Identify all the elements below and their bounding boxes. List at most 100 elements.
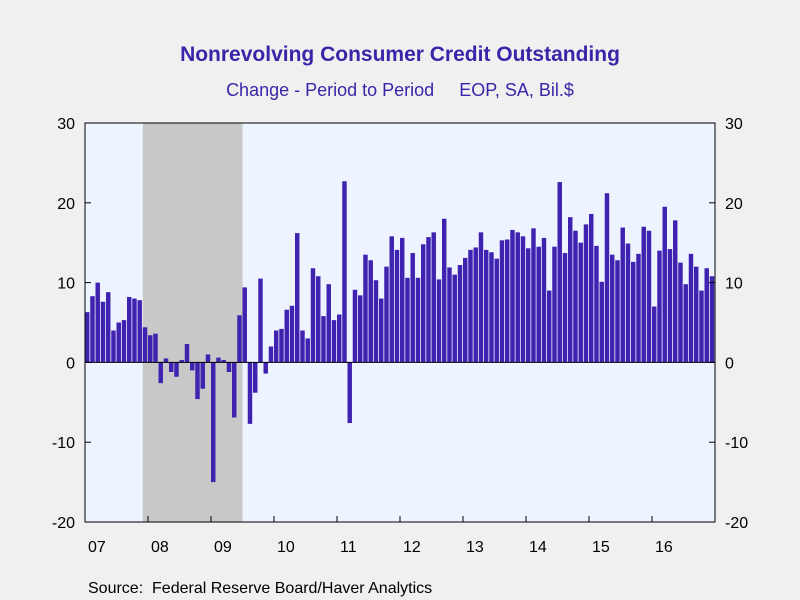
bar bbox=[205, 354, 211, 363]
bar bbox=[400, 237, 405, 363]
bar bbox=[662, 206, 667, 363]
bar bbox=[295, 233, 300, 363]
bar bbox=[184, 344, 190, 363]
bar bbox=[604, 193, 610, 363]
bar bbox=[95, 282, 100, 363]
plot-area: -20 -20 -10 -10 0 0 10 10 20 20 30 30 07 08 09 10 11 12 13… bbox=[52, 116, 748, 556]
bar bbox=[200, 362, 205, 389]
x-tick-label: 12 bbox=[403, 539, 421, 556]
y-tick-label-right: 20 bbox=[725, 196, 743, 213]
y-tick-label-right: -20 bbox=[725, 515, 748, 532]
bar bbox=[683, 284, 688, 363]
x-tick-label: 07 bbox=[88, 539, 106, 556]
bar bbox=[463, 257, 468, 363]
bar bbox=[263, 362, 268, 374]
bar bbox=[179, 360, 184, 363]
y-tick-label-left: -20 bbox=[52, 515, 75, 532]
bar bbox=[163, 358, 169, 363]
bar bbox=[620, 227, 625, 363]
bar bbox=[116, 322, 121, 363]
x-tick-label: 08 bbox=[151, 539, 169, 556]
bar bbox=[148, 335, 153, 363]
bar bbox=[331, 320, 337, 363]
bar bbox=[310, 268, 316, 363]
x-tick-label: 10 bbox=[277, 539, 295, 556]
bar bbox=[526, 248, 531, 363]
bar bbox=[190, 362, 195, 371]
bar bbox=[583, 224, 589, 363]
bar bbox=[268, 346, 274, 363]
bar bbox=[694, 266, 699, 363]
x-tick-label: 13 bbox=[466, 539, 484, 556]
bar bbox=[410, 253, 415, 363]
bar bbox=[421, 244, 426, 363]
bar bbox=[305, 338, 310, 363]
bar bbox=[673, 220, 678, 363]
bar bbox=[468, 249, 473, 363]
x-tick-label: 15 bbox=[592, 539, 610, 556]
bar bbox=[169, 362, 174, 372]
bar bbox=[232, 362, 237, 418]
bar bbox=[520, 236, 526, 363]
bar bbox=[405, 277, 410, 363]
bar bbox=[368, 260, 373, 363]
bar bbox=[631, 261, 636, 363]
bar bbox=[337, 314, 342, 363]
bar bbox=[226, 362, 232, 372]
y-tick-label-left: 0 bbox=[66, 355, 75, 372]
recession-shading bbox=[142, 123, 243, 522]
bar bbox=[610, 254, 615, 363]
bar bbox=[484, 249, 489, 363]
bar bbox=[552, 246, 557, 363]
bar bbox=[452, 274, 457, 363]
bar bbox=[158, 362, 163, 384]
bar bbox=[342, 181, 347, 363]
bar bbox=[373, 280, 379, 363]
bar bbox=[531, 228, 536, 363]
bar bbox=[557, 182, 562, 363]
bar bbox=[326, 284, 331, 363]
x-tick-label: 16 bbox=[655, 539, 673, 556]
bar bbox=[237, 315, 242, 363]
bar bbox=[573, 230, 578, 363]
bar bbox=[289, 305, 295, 363]
bar bbox=[541, 237, 547, 363]
bar bbox=[127, 296, 132, 363]
y-tick-label-left: -10 bbox=[52, 435, 75, 452]
bar bbox=[589, 213, 594, 363]
bar bbox=[678, 262, 683, 363]
bar bbox=[568, 217, 573, 363]
bar bbox=[279, 328, 284, 363]
bar bbox=[562, 253, 568, 363]
bar bbox=[132, 298, 137, 363]
y-tick-label-left: 20 bbox=[57, 196, 75, 213]
x-tick-label: 09 bbox=[214, 539, 232, 556]
bar bbox=[100, 301, 106, 363]
y-tick-label-right: 30 bbox=[725, 116, 743, 133]
bar bbox=[415, 277, 421, 363]
bar bbox=[625, 243, 631, 363]
bar bbox=[258, 278, 263, 363]
bar bbox=[510, 229, 515, 363]
bar bbox=[688, 253, 694, 363]
y-tick-label-right: -10 bbox=[725, 435, 748, 452]
chart-subtitle: Change - Period to Period EOP, SA, Bil.$ bbox=[226, 80, 574, 100]
bar bbox=[221, 360, 226, 363]
bar bbox=[615, 260, 620, 363]
bar bbox=[499, 240, 505, 363]
bar bbox=[394, 249, 400, 363]
bar bbox=[90, 296, 95, 363]
bar bbox=[478, 232, 484, 363]
y-tick-label-right: 0 bbox=[725, 355, 734, 372]
bar bbox=[646, 230, 652, 363]
bar bbox=[636, 253, 641, 363]
bar bbox=[442, 218, 447, 363]
bar bbox=[431, 232, 436, 363]
chart-title: Nonrevolving Consumer Credit Outstanding bbox=[180, 43, 620, 66]
y-tick-label-right: 10 bbox=[725, 276, 743, 293]
bar bbox=[389, 236, 394, 363]
bar bbox=[494, 258, 499, 363]
bar bbox=[321, 316, 326, 363]
bar bbox=[457, 265, 463, 363]
